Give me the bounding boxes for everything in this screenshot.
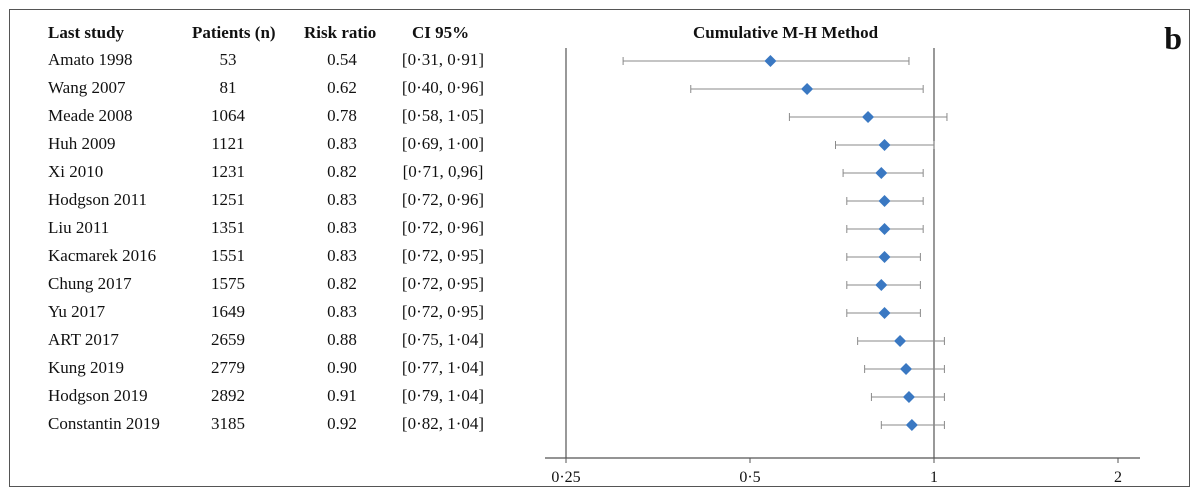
ci-value: [0·79, 1·04] xyxy=(401,386,485,405)
estimate-marker xyxy=(894,335,907,347)
x-tick-label: 0·5 xyxy=(739,469,760,486)
patients-count: 3185 xyxy=(211,414,245,433)
column-header-ci: CI 95% xyxy=(412,23,470,42)
risk-ratio-value: 0.78 xyxy=(327,106,357,125)
column-header-study: Last study xyxy=(48,23,125,42)
risk-ratio-value: 0.90 xyxy=(327,358,357,377)
estimate-marker xyxy=(905,419,918,431)
study-name: Wang 2007 xyxy=(48,78,126,97)
estimate-marker xyxy=(878,195,891,207)
ci-value: [0·75, 1·04] xyxy=(401,330,485,349)
estimate-marker xyxy=(875,167,888,179)
study-name: ART 2017 xyxy=(48,330,119,349)
ci-value: [0·72, 0·95] xyxy=(401,246,485,265)
x-tick-label: 2 xyxy=(1114,469,1122,486)
ci-value: [0·72, 0·95] xyxy=(401,274,485,293)
patients-count: 1551 xyxy=(211,246,245,265)
estimate-marker xyxy=(878,307,891,319)
study-name: Chung 2017 xyxy=(48,274,132,293)
estimate-marker xyxy=(878,251,891,263)
patients-count: 81 xyxy=(219,78,237,97)
study-name: Xi 2010 xyxy=(48,162,104,181)
estimate-marker xyxy=(764,55,777,67)
ci-value: [0·58, 1·05] xyxy=(401,106,485,125)
patients-count: 1121 xyxy=(211,134,245,153)
column-header-patients: Patients (n) xyxy=(192,23,276,42)
estimate-marker xyxy=(900,363,913,375)
ci-value: [0·69, 1·00] xyxy=(401,134,485,153)
risk-ratio-value: 0.92 xyxy=(327,414,357,433)
chart-title: Cumulative M-H Method xyxy=(693,23,879,42)
patients-count: 53 xyxy=(219,50,237,69)
risk-ratio-value: 0.88 xyxy=(327,330,357,349)
x-tick-label: 0·25 xyxy=(551,469,580,486)
risk-ratio-value: 0.82 xyxy=(327,274,357,293)
study-name: Amato 1998 xyxy=(48,50,133,69)
risk-ratio-value: 0.83 xyxy=(327,190,357,209)
estimate-marker xyxy=(862,111,875,123)
risk-ratio-value: 0.83 xyxy=(327,218,357,237)
patients-count: 2892 xyxy=(211,386,245,405)
estimate-marker xyxy=(875,279,888,291)
study-name: Hodgson 2019 xyxy=(48,386,148,405)
estimate-marker xyxy=(902,391,915,403)
panel-label: b xyxy=(1164,20,1182,56)
estimate-marker xyxy=(878,223,891,235)
estimate-marker xyxy=(878,139,891,151)
ci-value: [0·40, 0·96] xyxy=(401,78,485,97)
ci-value: [0·72, 0·96] xyxy=(401,190,485,209)
study-name: Constantin 2019 xyxy=(48,414,160,433)
patients-count: 1649 xyxy=(211,302,245,321)
study-name: Meade 2008 xyxy=(48,106,133,125)
risk-ratio-value: 0.62 xyxy=(327,78,357,97)
risk-ratio-value: 0.82 xyxy=(327,162,357,181)
risk-ratio-value: 0.83 xyxy=(327,246,357,265)
study-name: Huh 2009 xyxy=(48,134,116,153)
patients-count: 1251 xyxy=(211,190,245,209)
study-name: Liu 2011 xyxy=(48,218,110,237)
study-name: Yu 2017 xyxy=(48,302,106,321)
column-header-risk-ratio: Risk ratio xyxy=(304,23,377,42)
estimate-marker xyxy=(801,83,814,95)
ci-value: [0·82, 1·04] xyxy=(401,414,485,433)
risk-ratio-value: 0.54 xyxy=(327,50,357,69)
ci-value: [0·71, 0,96] xyxy=(402,162,484,181)
risk-ratio-value: 0.91 xyxy=(327,386,357,405)
patients-count: 1575 xyxy=(211,274,245,293)
risk-ratio-value: 0.83 xyxy=(327,302,357,321)
patients-count: 1231 xyxy=(211,162,245,181)
risk-ratio-value: 0.83 xyxy=(327,134,357,153)
x-tick-label: 1 xyxy=(930,469,938,486)
ci-value: [0·77, 1·04] xyxy=(401,358,485,377)
ci-value: [0·72, 0·95] xyxy=(401,302,485,321)
patients-count: 1064 xyxy=(211,106,245,125)
patients-count: 2659 xyxy=(211,330,245,349)
patients-count: 2779 xyxy=(211,358,245,377)
figure-frame xyxy=(9,9,1190,487)
patients-count: 1351 xyxy=(211,218,245,237)
ci-value: [0·72, 0·96] xyxy=(401,218,485,237)
study-name: Kung 2019 xyxy=(48,358,125,377)
study-name: Kacmarek 2016 xyxy=(48,246,157,265)
ci-value: [0·31, 0·91] xyxy=(401,50,485,69)
study-name: Hodgson 2011 xyxy=(48,190,148,209)
